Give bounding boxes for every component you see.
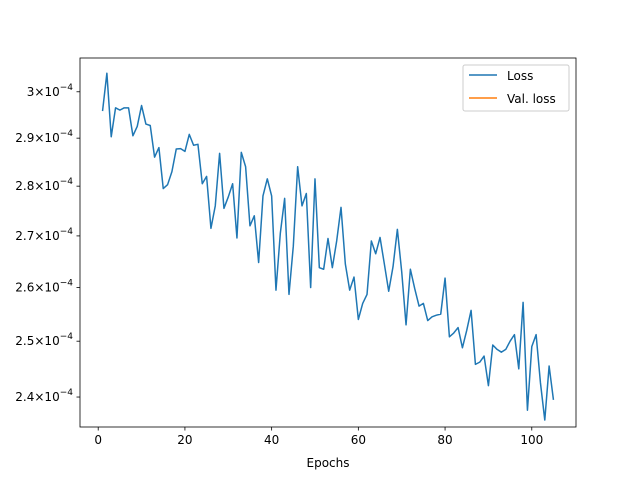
legend-label-loss: Loss xyxy=(507,69,533,83)
x-tick-label: 0 xyxy=(94,433,102,447)
y-tick-label: 2.9×10−4 xyxy=(15,129,73,145)
x-axis-label: Epochs xyxy=(307,456,350,470)
y-axis-ticks: 2.4×10−4 2.5×10−4 2.6×10−4 2.7×10−4 2.8×10−4… xyxy=(15,83,80,404)
y-tick-label: 2.6×10−4 xyxy=(15,279,73,295)
legend-label-val-loss: Val. loss xyxy=(507,92,556,106)
x-tick-label: 40 xyxy=(264,433,279,447)
x-tick-label: 100 xyxy=(520,433,543,447)
y-tick-label: 2.7×10−4 xyxy=(15,227,73,243)
y-tick-label: 2.4×10−4 xyxy=(15,388,73,404)
series-layer xyxy=(101,72,555,421)
y-tick-label: 2.8×10−4 xyxy=(15,177,73,193)
legend-box xyxy=(462,64,570,112)
legend: Loss Val. loss xyxy=(462,64,570,112)
x-axis-ticks: 0 20 40 60 80 100 xyxy=(94,427,543,447)
y-tick-label: 3×10−4 xyxy=(27,83,74,99)
y-tick-label: 2.5×10−4 xyxy=(15,332,73,348)
x-tick-label: 20 xyxy=(177,433,192,447)
plot-frame xyxy=(79,57,577,428)
x-tick-label: 60 xyxy=(351,433,366,447)
x-tick-label: 80 xyxy=(437,433,452,447)
series-line-loss xyxy=(101,72,555,421)
